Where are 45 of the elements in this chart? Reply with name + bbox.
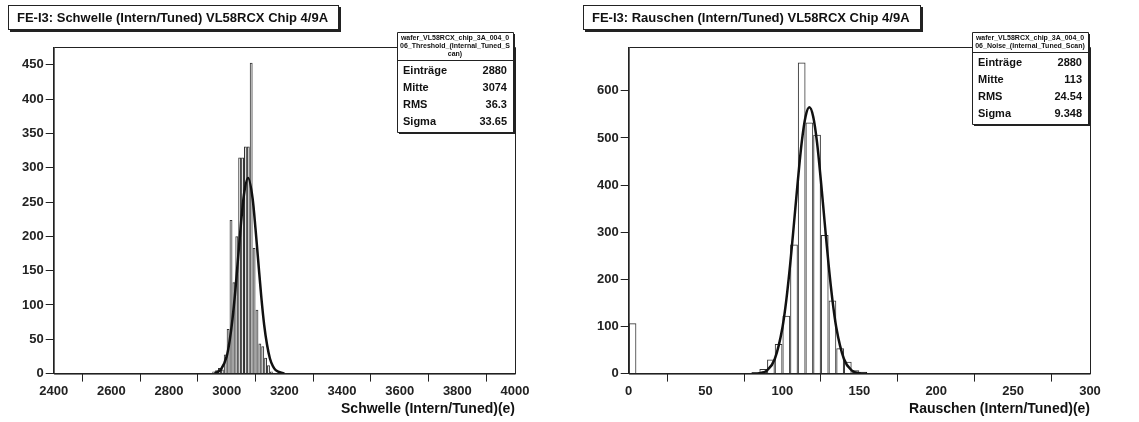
x-tick-label: 3800 [442,382,472,398]
x-tick-label: 50 [698,382,713,398]
text: Sigma 9.348 [978,106,1082,119]
y-tick-label: 400 [21,90,44,106]
x-tick-label: 3600 [385,382,415,398]
y-tick-label: 50 [29,330,44,346]
x-tick-label: 250 [1002,382,1024,398]
x-tick-label: 300 [1079,382,1101,398]
x-tick-label: 2600 [96,382,126,398]
x-tick-label: 2400 [39,382,69,398]
text: Mitte 3074 [403,80,507,93]
y-tick-label: 200 [596,270,619,286]
y-tick-label: 600 [596,82,619,98]
x-axis-title: Schwelle (Intern/Tuned)(e) [341,400,515,417]
x-tick-label: 150 [848,382,871,398]
text: Einträge 2880 [978,55,1082,68]
y-tick-label: 100 [21,296,44,312]
y-tick-label: 300 [596,223,619,239]
chart-title: FE-I3: Schwelle (Intern/Tuned) VL58RCX Chip 4/9A [8,5,340,30]
text: Mitte 113 [978,72,1082,85]
x-tick-label: 0 [625,382,633,398]
y-tick-label: 0 [36,365,44,381]
text: RMS 24.54 [978,89,1082,102]
x-tick-label: 100 [771,382,794,398]
y-tick-label: 350 [21,125,44,141]
x-tick-label: 2800 [154,382,184,398]
x-tick-label: 3400 [327,382,357,398]
x-axis-title: Rauschen (Intern/Tuned)(e) [909,400,1090,417]
x-tick-label: 3000 [212,382,242,398]
y-tick-label: 150 [21,262,44,278]
y-tick-label: 250 [21,193,44,209]
chart-title: FE-I3: Rauschen (Intern/Tuned) VL58RCX Chip 4/9A [583,5,921,30]
x-tick-label: 4000 [500,382,530,398]
text: Sigma 33.65 [403,114,507,127]
y-tick-label: 450 [21,56,44,72]
y-tick-label: 0 [611,365,619,381]
x-tick-label: 200 [925,382,948,398]
text: Einträge 2880 [403,63,507,76]
x-tick-label: 3200 [269,382,299,398]
text: RMS 36.3 [403,97,507,110]
y-tick-label: 500 [596,129,619,145]
y-tick-label: 100 [596,318,619,334]
y-tick-label: 300 [21,159,44,175]
y-tick-label: 200 [21,227,44,243]
y-tick-label: 400 [596,176,619,192]
